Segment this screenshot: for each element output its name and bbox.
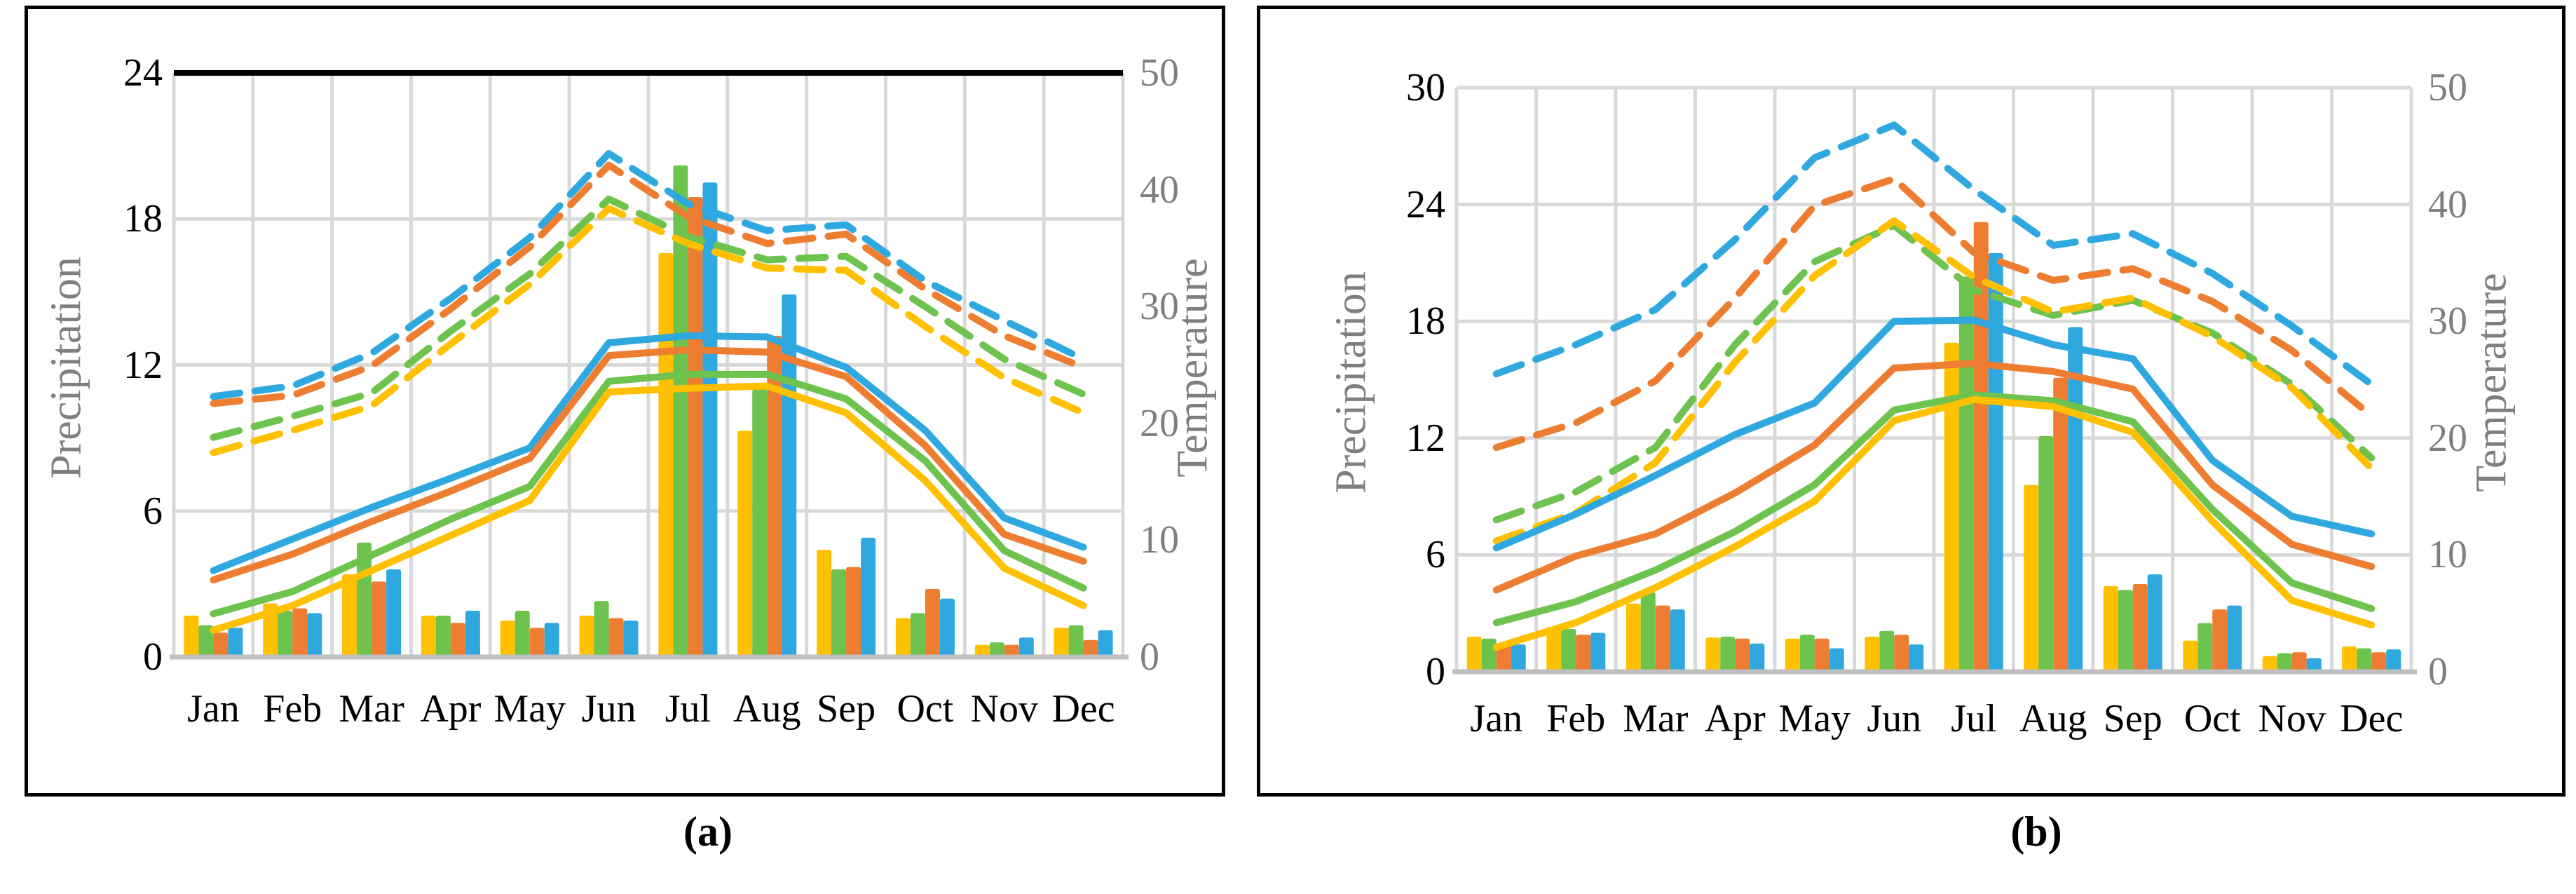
chart-a: [170, 70, 1129, 660]
precip-tick-6-a: 6: [143, 489, 163, 533]
precip-tick-0-a: 0: [143, 635, 163, 679]
month-label-mar-a: Mar: [339, 687, 404, 731]
month-label-feb-a: Feb: [263, 687, 322, 731]
precip-tick-18-b: 18: [1406, 299, 1445, 344]
solid-line-temp-mean-blue-b: [1492, 316, 2376, 552]
month-label-oct-b: Oct: [2183, 697, 2241, 740]
temp-tick-50-b: 50: [2428, 66, 2467, 109]
month-label-aug-a: Aug: [733, 687, 801, 731]
caption-a: (a): [683, 808, 732, 855]
month-label-apr-a: Apr: [420, 687, 482, 731]
temp-tick-30-b: 30: [2428, 299, 2467, 344]
month-label-oct-a: Oct: [897, 687, 954, 731]
dashed-line-temp-max-green-b: [1492, 222, 2376, 524]
temp-tick-10-a: 10: [1140, 518, 1179, 562]
solid-line-temp-mean-yellow-a: [210, 382, 1087, 634]
vertical-gridlines-b: [1454, 88, 2413, 672]
precip-tick-18-a: 18: [123, 197, 163, 241]
bars-precip-orange-b: [1496, 222, 2387, 672]
month-label-may-a: May: [493, 687, 566, 731]
temp-tick-20-a: 20: [1140, 401, 1179, 445]
precipitation-axis-title-a: Precipitation: [42, 257, 90, 479]
dashed-line-temp-max-green-a: [210, 195, 1087, 441]
month-label-sep-b: Sep: [2103, 697, 2162, 740]
precip-tick-0-b: 0: [1426, 650, 1445, 693]
month-label-nov-a: Nov: [970, 687, 1038, 731]
temp-tick-50-a: 50: [1140, 51, 1179, 95]
caption-b: (b): [2010, 808, 2062, 855]
precip-tick-24-a: 24: [123, 51, 163, 95]
precipitation-axis-title-b: Precipitation: [1327, 271, 1375, 494]
month-label-sep-a: Sep: [817, 687, 876, 731]
dashed-line-temp-max-blue-a: [210, 149, 1087, 400]
temp-tick-10-b: 10: [2428, 533, 2467, 577]
month-label-jul-a: Jul: [665, 687, 711, 731]
solid-line-temp-mean-yellow-b: [1492, 395, 2376, 651]
precip-tick-24-b: 24: [1406, 182, 1445, 226]
precip-tick-12-a: 12: [123, 343, 163, 387]
solid-line-temp-mean-blue-a: [210, 332, 1087, 574]
temp-tick-0-a: 0: [1140, 635, 1159, 679]
month-label-dec-a: Dec: [1051, 687, 1115, 731]
precip-tick-6-b: 6: [1426, 533, 1445, 577]
precip-tick-12-b: 12: [1406, 416, 1445, 460]
month-label-jan-a: Jan: [187, 687, 240, 731]
bars-precip-orange-a: [213, 197, 1098, 657]
month-label-mar-b: Mar: [1623, 697, 1689, 740]
bars-precip-blue-b: [1511, 253, 2401, 672]
solid-line-temp-mean-orange-a: [210, 346, 1087, 584]
chart-b: [1452, 86, 2417, 675]
dashed-line-temp-max-yellow-b: [1492, 217, 2376, 545]
bars-precip-green-a: [198, 165, 1084, 657]
bars-precip-green-b: [1481, 276, 2372, 672]
solid-line-temp-mean-green-b: [1492, 391, 2376, 627]
temp-tick-40-a: 40: [1140, 168, 1179, 212]
month-label-nov-b: Nov: [2258, 697, 2326, 740]
month-label-apr-b: Apr: [1704, 697, 1766, 740]
month-label-jul-b: Jul: [1951, 697, 1997, 740]
month-label-dec-b: Dec: [2340, 697, 2404, 740]
dashed-line-temp-max-orange-b: [1492, 175, 2376, 452]
month-label-jan-b: Jan: [1470, 697, 1523, 740]
month-label-jun-b: Jun: [1867, 697, 1922, 740]
solid-line-temp-mean-orange-b: [1492, 360, 2376, 594]
month-label-aug-b: Aug: [2019, 697, 2087, 740]
bars-precip-yellow-b: [1466, 342, 2357, 672]
dashed-line-temp-max-yellow-a: [210, 205, 1087, 456]
dashed-line-temp-max-blue-b: [1492, 121, 2376, 388]
temperature-axis-title-a: Temperature: [1168, 258, 1217, 478]
temp-tick-40-b: 40: [2428, 182, 2467, 226]
month-label-feb-b: Feb: [1546, 697, 1606, 740]
month-label-may-b: May: [1778, 697, 1851, 740]
temp-tick-20-b: 20: [2428, 416, 2467, 460]
temp-tick-30-a: 30: [1140, 285, 1179, 329]
month-label-jun-a: Jun: [581, 687, 636, 731]
temperature-axis-title-b: Temperature: [2467, 273, 2516, 492]
temp-tick-0-b: 0: [2428, 650, 2448, 693]
solid-line-temp-mean-green-a: [210, 370, 1087, 618]
dashed-line-temp-max-orange-a: [210, 161, 1087, 407]
precip-tick-30-b: 30: [1406, 66, 1445, 109]
